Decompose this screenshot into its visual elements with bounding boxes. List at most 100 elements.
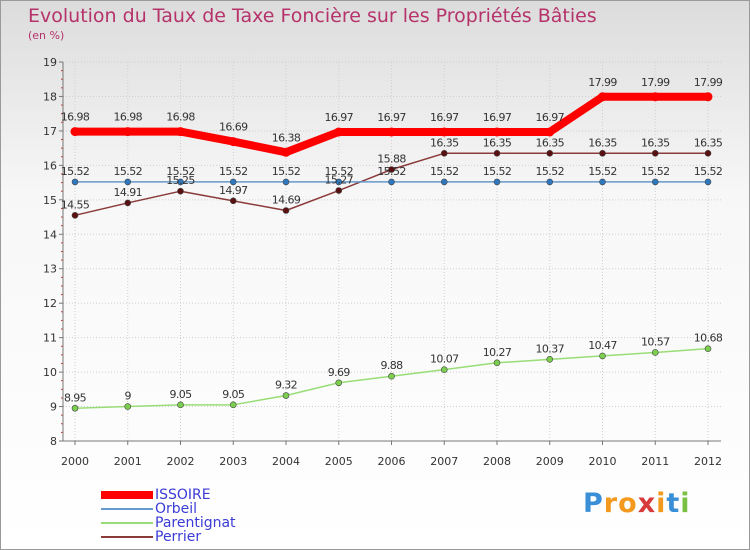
data-label-parentignat: 9.32 <box>275 379 297 392</box>
data-label-issoire: 16.69 <box>219 121 248 134</box>
data-point-perrier <box>599 150 606 157</box>
data-label-orbeil: 15.52 <box>61 165 90 178</box>
data-point-issoire <box>334 127 344 137</box>
legend-swatch-orbeil <box>101 508 153 510</box>
x-tick-label: 2006 <box>378 455 406 468</box>
legend-item-issoire: ISSOIRE <box>101 488 211 502</box>
data-point-orbeil <box>704 178 712 186</box>
x-tick-label: 2003 <box>219 455 247 468</box>
data-point-parentignat <box>440 366 448 373</box>
data-point-perrier <box>546 150 554 157</box>
data-label-issoire: 16.98 <box>166 111 195 124</box>
x-tick-label: 2004 <box>272 455 300 468</box>
logo-letter: P <box>583 488 604 519</box>
data-point-parentignat <box>599 352 606 360</box>
data-point-issoire <box>703 92 713 102</box>
y-tick-label: 10 <box>43 366 57 379</box>
logo-letter: r <box>603 488 619 519</box>
data-label-perrier: 15.88 <box>377 152 406 165</box>
data-label-issoire: 16.97 <box>325 111 354 124</box>
data-label-orbeil: 15.52 <box>377 165 406 178</box>
data-label-perrier: 14.97 <box>219 184 248 197</box>
legend-item-orbeil: Orbeil <box>101 502 197 516</box>
data-label-orbeil: 15.52 <box>430 165 459 178</box>
data-label-issoire: 16.97 <box>536 111 565 124</box>
data-point-issoire <box>598 92 607 102</box>
data-label-perrier: 16.35 <box>430 136 459 149</box>
y-tick-label: 19 <box>43 56 57 69</box>
legend-label-orbeil: Orbeil <box>155 501 198 517</box>
legend-item-perrier: Perrier <box>101 530 201 544</box>
data-point-issoire <box>123 127 133 137</box>
legend-swatch-issoire <box>101 491 153 499</box>
y-tick-label: 17 <box>43 125 57 138</box>
data-point-perrier <box>493 150 501 157</box>
data-label-parentignat: 10.57 <box>641 335 670 348</box>
data-label-parentignat: 9.05 <box>169 388 192 401</box>
data-point-perrier <box>651 150 659 157</box>
data-point-parentignat <box>493 359 501 367</box>
data-point-orbeil <box>651 178 659 186</box>
data-label-orbeil: 15.52 <box>114 165 143 178</box>
data-point-perrier <box>124 199 132 207</box>
data-point-parentignat <box>704 345 712 352</box>
data-point-parentignat <box>335 379 343 387</box>
data-label-perrier: 14.69 <box>272 193 301 206</box>
x-tick-label: 2002 <box>167 455 195 468</box>
data-point-orbeil <box>124 178 132 186</box>
x-tick-label: 2008 <box>483 455 511 468</box>
data-point-perrier <box>282 207 290 214</box>
data-label-issoire: 16.98 <box>114 111 143 124</box>
data-point-parentignat <box>546 356 554 363</box>
data-label-orbeil: 15.52 <box>325 165 354 178</box>
logo-letter: i <box>656 488 667 519</box>
x-tick-label: 2005 <box>325 455 353 468</box>
data-label-parentignat: 8.95 <box>64 391 87 404</box>
legend-swatch-perrier <box>101 536 153 538</box>
data-point-issoire <box>439 127 449 137</box>
data-label-issoire: 16.98 <box>61 111 90 124</box>
data-point-issoire <box>387 127 396 137</box>
data-label-parentignat: 10.27 <box>483 346 512 359</box>
data-point-issoire <box>650 92 660 102</box>
data-label-issoire: 16.97 <box>430 111 459 124</box>
legend-swatch-parentignat <box>101 522 153 524</box>
chart-unit-label: (en %) <box>28 29 65 42</box>
data-point-orbeil <box>229 178 237 186</box>
data-point-issoire <box>70 127 80 137</box>
data-label-parentignat: 10.37 <box>536 342 565 355</box>
data-label-parentignat: 9.05 <box>222 388 245 401</box>
legend-item-parentignat: Parentignat <box>101 516 236 530</box>
x-tick-label: 2012 <box>694 455 722 468</box>
data-point-orbeil <box>71 178 79 186</box>
data-label-perrier: 16.35 <box>588 136 617 149</box>
data-label-perrier: 15.25 <box>166 174 195 187</box>
data-point-issoire <box>176 127 185 137</box>
data-point-parentignat <box>71 404 79 412</box>
data-label-issoire: 16.97 <box>483 111 512 124</box>
data-point-orbeil <box>177 178 184 186</box>
data-point-parentignat <box>124 403 132 410</box>
data-label-parentignat: 10.47 <box>588 339 617 352</box>
data-label-orbeil: 15.52 <box>166 165 195 178</box>
data-label-perrier: 16.35 <box>483 136 512 149</box>
data-point-perrier <box>71 212 79 219</box>
data-point-orbeil <box>440 178 448 186</box>
data-label-issoire: 17.99 <box>641 76 670 89</box>
data-point-perrier <box>388 166 395 173</box>
data-point-issoire <box>545 127 555 137</box>
data-label-parentignat: 9.69 <box>328 366 351 379</box>
x-tick-label: 2010 <box>589 455 617 468</box>
logo-letter: x <box>637 488 657 519</box>
data-label-parentignat: 9 <box>125 390 132 403</box>
data-point-orbeil <box>335 178 343 186</box>
y-tick-label: 15 <box>43 194 57 207</box>
data-label-orbeil: 15.52 <box>588 165 617 178</box>
data-label-perrier: 16.35 <box>641 136 670 149</box>
data-point-perrier <box>229 197 237 205</box>
data-point-parentignat <box>177 401 184 409</box>
data-label-perrier: 16.35 <box>694 136 723 149</box>
data-label-orbeil: 15.52 <box>219 165 248 178</box>
